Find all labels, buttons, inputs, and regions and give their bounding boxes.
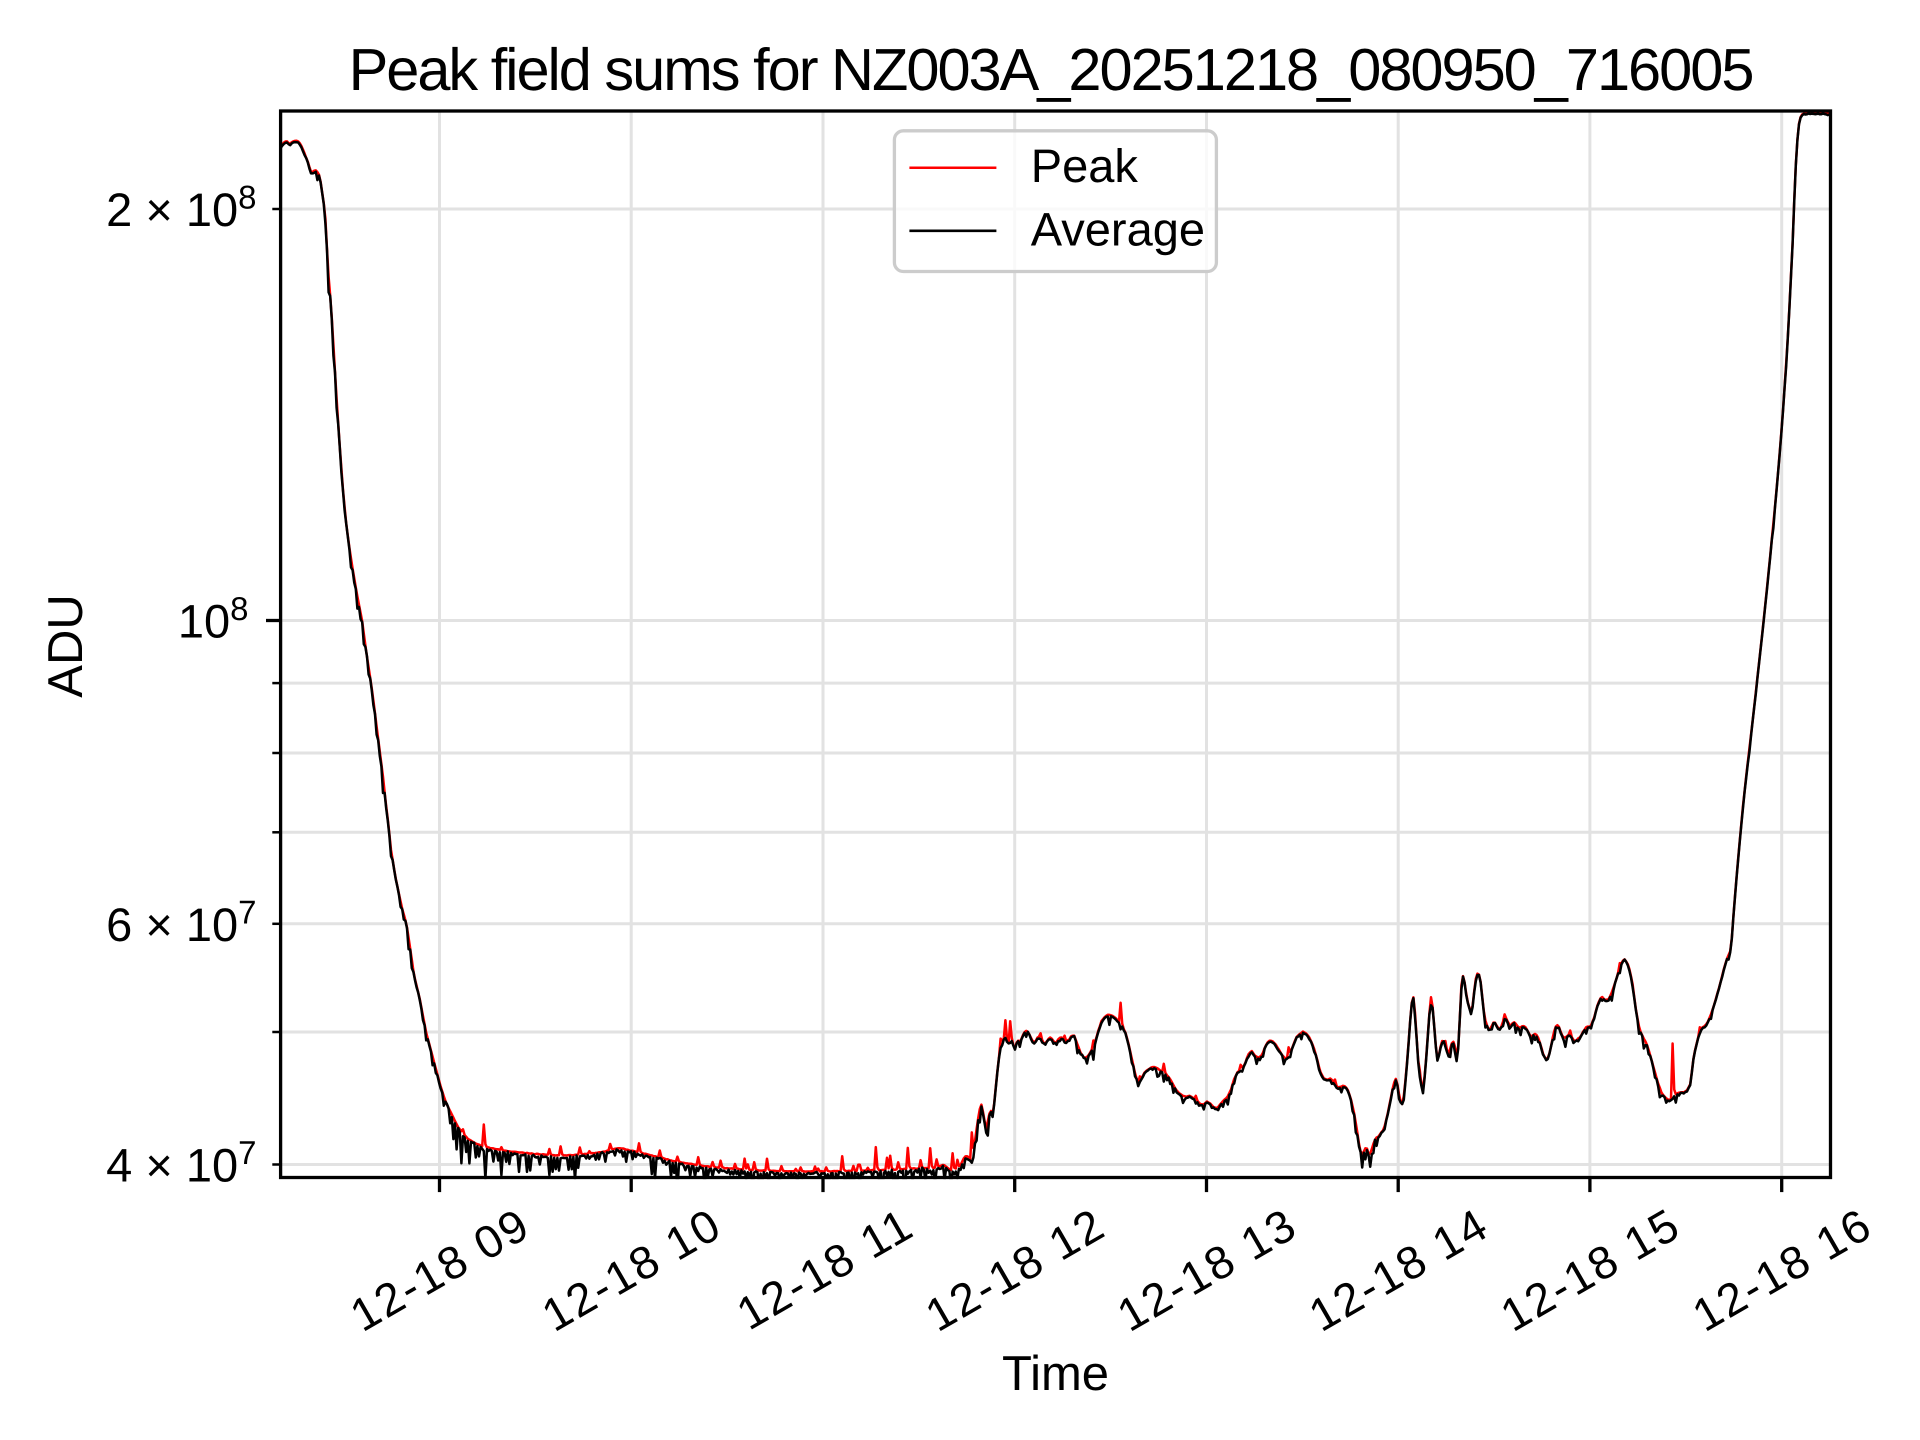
svg-text:Average: Average [1031, 203, 1205, 256]
svg-text:4 × 107: 4 × 107 [106, 1134, 256, 1192]
svg-text:6 × 107: 6 × 107 [106, 893, 256, 951]
svg-text:2 × 108: 2 × 108 [106, 179, 256, 237]
svg-text:Peak field sums for NZ003A_202: Peak field sums for NZ003A_20251218_0809… [349, 36, 1753, 103]
svg-text:Time: Time [1002, 1347, 1109, 1401]
svg-text:ADU: ADU [39, 594, 93, 697]
svg-text:Peak: Peak [1031, 139, 1139, 192]
